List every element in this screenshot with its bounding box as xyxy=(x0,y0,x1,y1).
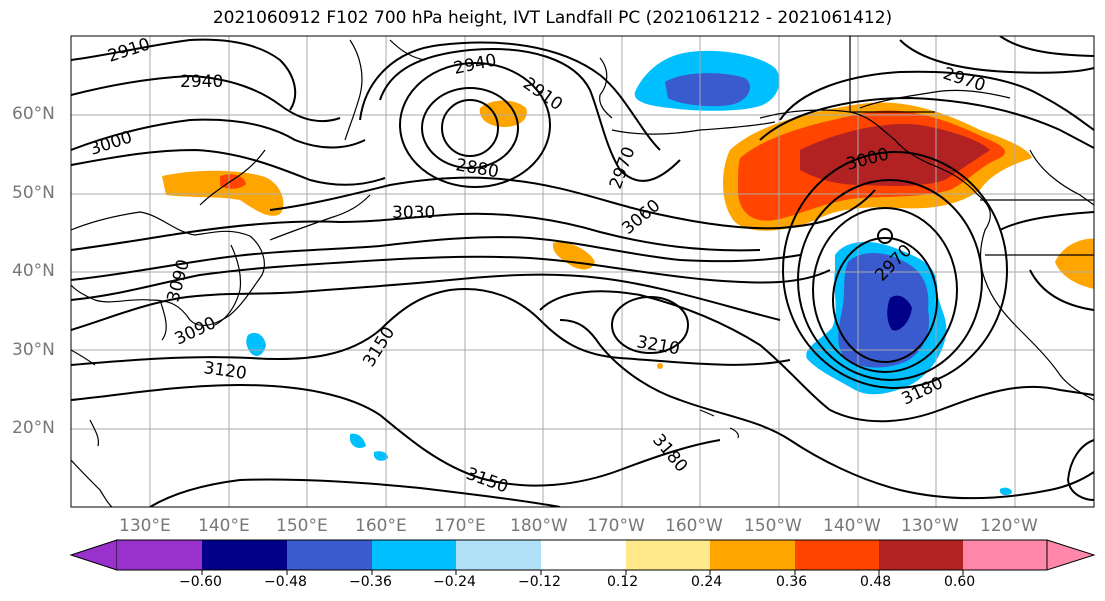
colorbar-tick-label: 0.12 xyxy=(607,574,639,590)
lat-label: 50°N xyxy=(12,183,55,203)
map-title: 2021060912 F102 700 hPa height, IVT Land… xyxy=(212,8,893,28)
colorbar-tick-label: −0.60 xyxy=(179,574,222,590)
lon-label: 170°W xyxy=(587,516,645,536)
contour-label: 2910 xyxy=(105,34,152,66)
colorbar-tick-label: −0.12 xyxy=(518,574,561,590)
graticule xyxy=(71,36,1094,507)
contour-label: 3150 xyxy=(359,323,399,370)
lon-label: 130°E xyxy=(119,516,171,536)
lon-label: 150°E xyxy=(276,516,328,536)
lon-label: 140°E xyxy=(198,516,250,536)
ivt-positive-shading xyxy=(162,100,1094,369)
colorbar-tick-label: 0.36 xyxy=(776,574,808,590)
colorbar-tick-label: −0.36 xyxy=(349,574,392,590)
contour-label: 3180 xyxy=(648,430,691,476)
lat-label: 20°N xyxy=(12,418,55,438)
contour-label: 2940 xyxy=(180,72,223,92)
lat-label: 40°N xyxy=(12,261,55,281)
lon-label: 140°W xyxy=(823,516,881,536)
contour-label: 3210 xyxy=(635,332,681,359)
height-contours xyxy=(71,36,1094,507)
colorbar-tick-label: −0.24 xyxy=(433,574,476,590)
colorbar-tick-label: 0.24 xyxy=(691,574,723,590)
contour-label: 3030 xyxy=(392,203,435,223)
contour-label: 3060 xyxy=(618,196,664,239)
map-area: 2910 2940 2940 2910 2880 2970 3000 3000 … xyxy=(71,34,1094,507)
contour-label: 3120 xyxy=(202,358,248,384)
lon-label: 150°W xyxy=(744,516,802,536)
colorbar-tick-label: 0.60 xyxy=(944,574,976,590)
lon-label: 130°W xyxy=(901,516,959,536)
lon-label: 120°W xyxy=(980,516,1038,536)
contour-label: 2940 xyxy=(452,50,498,79)
lon-label: 180°W xyxy=(510,516,568,536)
lat-label: 60°N xyxy=(12,104,55,124)
lon-label: 160°E xyxy=(355,516,407,536)
lon-label: 170°E xyxy=(434,516,486,536)
colorbar xyxy=(69,539,1096,575)
lat-label: 30°N xyxy=(12,340,55,360)
colorbar-tick-label: 0.48 xyxy=(860,574,892,590)
coastlines xyxy=(71,36,1094,507)
lon-label: 160°W xyxy=(665,516,723,536)
contour-label: 3090 xyxy=(172,313,220,349)
colorbar-tick-label: −0.48 xyxy=(264,574,307,590)
map-frame xyxy=(70,35,1095,508)
contour-label: 3150 xyxy=(463,464,510,498)
